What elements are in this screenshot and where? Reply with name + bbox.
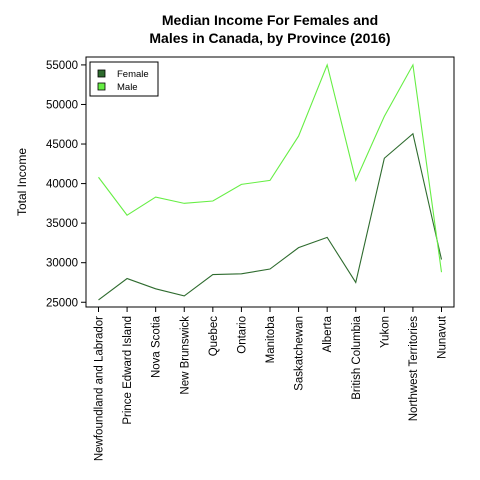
- x-tick-label: Saskatchewan: [294, 316, 306, 391]
- legend-swatch-female: [97, 69, 106, 78]
- chart-title-line-2: Males in Canada, by Province (2016): [149, 30, 390, 46]
- x-tick-label: Prince Edward Island: [122, 316, 134, 425]
- y-axis: 25000 30000 35000 40000 45000 50000 55000: [46, 60, 86, 309]
- x-tick-label: Manitoba: [265, 315, 277, 363]
- x-tick-label: British Columbia: [351, 315, 363, 399]
- x-axis: Newfoundland and Labrador Prince Edward I…: [94, 307, 449, 461]
- x-tick-label: Newfoundland and Labrador: [94, 316, 106, 461]
- y-tick-label: 40000: [46, 179, 78, 191]
- y-tick-label: 25000: [46, 297, 78, 309]
- x-tick-label: Quebec: [208, 316, 220, 357]
- x-tick-label: Northwest Territories: [408, 316, 420, 421]
- y-axis-title: Total Income: [15, 148, 29, 216]
- y-tick-label: 30000: [46, 258, 78, 270]
- y-tick-label: 35000: [46, 218, 78, 230]
- chart-title-line-1: Median Income For Females and: [162, 12, 378, 28]
- x-tick-label: Yukon: [379, 316, 391, 348]
- legend: Female Male: [89, 61, 159, 97]
- y-tick-label: 45000: [46, 139, 78, 151]
- x-tick-label: New Brunswick: [179, 316, 191, 395]
- x-tick-label: Ontario: [236, 316, 248, 354]
- series-line-female: [98, 132, 443, 301]
- legend-label-female: Female: [117, 69, 149, 80]
- legend-label-male: Male: [117, 82, 138, 93]
- legend-swatch-male: [97, 82, 106, 91]
- x-tick-label: Alberta: [322, 315, 334, 352]
- x-tick-label: Nunavut: [437, 315, 449, 359]
- chart-title: Median Income For Females and Males in C…: [149, 12, 390, 46]
- series-layer: [98, 63, 443, 301]
- series-line-male: [98, 63, 443, 273]
- y-tick-label: 50000: [46, 99, 78, 111]
- x-tick-label: Nova Scotia: [151, 315, 163, 378]
- y-tick-label: 55000: [46, 60, 78, 72]
